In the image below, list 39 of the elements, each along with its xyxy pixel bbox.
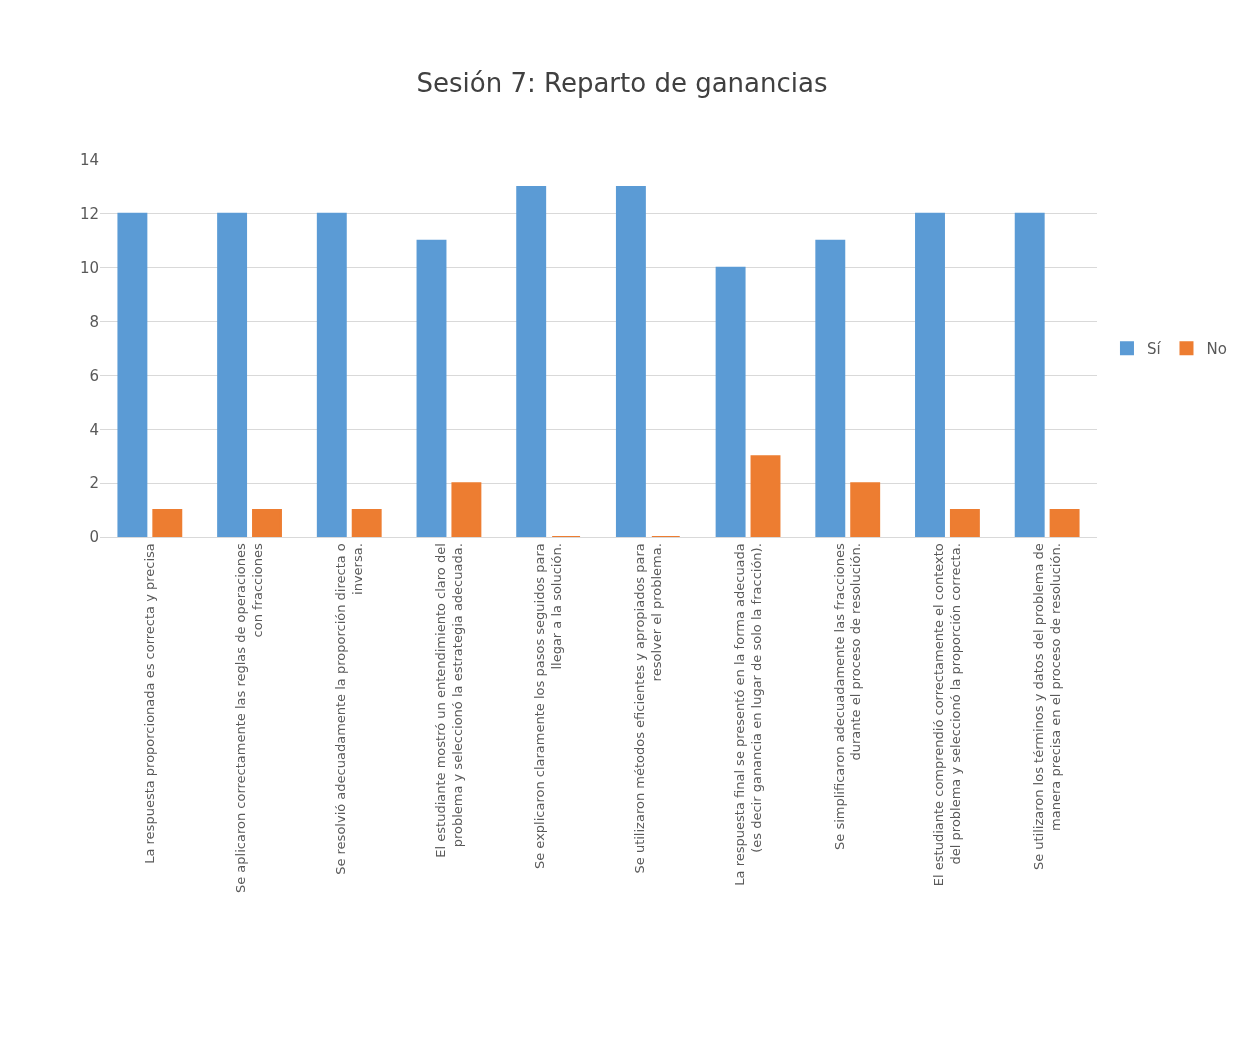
x-tick-label: La respuesta proporcionada es correcta y precisa <box>142 543 158 864</box>
y-tick-label: 0 <box>89 528 99 547</box>
x-tick-label: Se aplicaron correctamente las reglas de operaciones con fracciones <box>233 542 266 894</box>
bar <box>351 509 382 537</box>
bar <box>750 455 781 537</box>
chart-title: Sesión 7: Reparto de ganancias <box>416 68 828 99</box>
bar <box>1049 509 1080 537</box>
bar <box>252 509 282 537</box>
x-tick-label: Se resolvió adecuadamente la proporción directa o inversa. <box>333 543 365 875</box>
x-tick-label: La respuesta final se presentó en la forma adecuada (es decir ganancia en lugar de solo la fracción). <box>731 543 764 886</box>
y-tick-label: 6 <box>89 366 99 385</box>
y-tick-label: 14 <box>79 151 99 170</box>
bar <box>615 185 646 537</box>
bar <box>217 212 248 537</box>
bar <box>949 509 980 537</box>
x-tick-label: Se simplificaron adecuadamente las fracciones durante el proceso de resolución. <box>831 542 864 850</box>
bar <box>316 212 347 537</box>
x-tick-label: Se utilizaron métodos eficientes y apropiados para resolver el problema. <box>632 543 665 874</box>
bar <box>915 212 945 537</box>
y-tick-label: 4 <box>89 420 99 439</box>
y-tick-label: 10 <box>79 258 99 277</box>
bar <box>451 482 482 537</box>
bar <box>850 482 881 537</box>
bar <box>715 266 746 537</box>
x-tick-label: El estudiante mostró un entendimiento claro del problema y seleccionó la estrategia adecuada. <box>432 543 465 858</box>
bar <box>1014 212 1045 537</box>
legend-label: No <box>1206 340 1227 359</box>
legend-label: Sí <box>1146 340 1162 359</box>
bar <box>117 212 148 537</box>
y-tick-label: 8 <box>89 312 99 331</box>
x-tick-label: Se explicaron claramente los pasos seguidos para llegar a la solución. <box>532 543 565 870</box>
x-tick-label: Se utilizaron los términos y datos del problema de manera precisa en el proceso de resolución. <box>1030 543 1063 871</box>
bar <box>152 509 183 537</box>
y-tick-label: 2 <box>89 474 99 493</box>
bar <box>416 239 447 537</box>
bar <box>815 239 846 537</box>
y-tick-label: 12 <box>79 205 99 224</box>
x-tick-label: El estudiante comprendió correctamente el contexto del problema y seleccionó la proporción correcta. <box>931 543 964 887</box>
bar <box>516 185 547 537</box>
